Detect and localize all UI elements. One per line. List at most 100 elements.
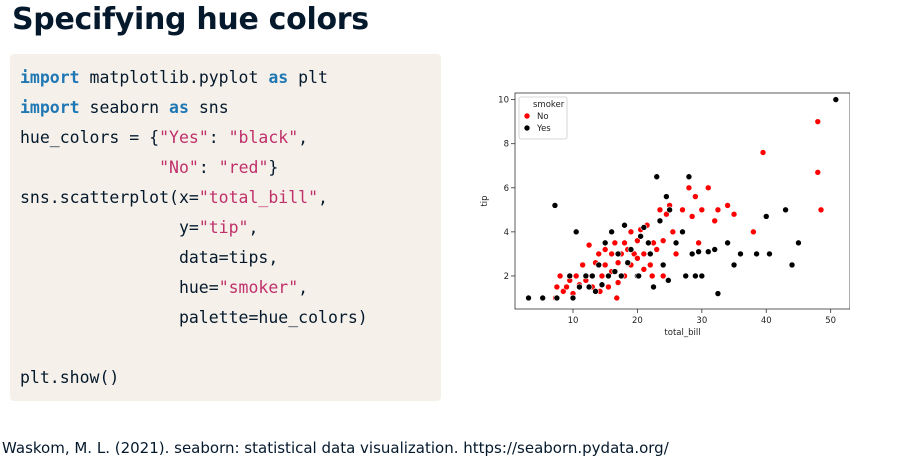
data-point-no	[704, 184, 712, 192]
data-point-yes	[737, 250, 744, 258]
data-point-yes	[695, 248, 702, 255]
data-point-yes	[539, 294, 547, 302]
data-point-no	[640, 250, 648, 258]
data-point-no	[688, 213, 696, 220]
data-point-no	[750, 228, 757, 236]
data-point-yes	[553, 294, 561, 302]
data-point-no	[579, 261, 586, 269]
data-point-yes	[679, 228, 686, 236]
code-string: "smoker"	[218, 278, 299, 297]
data-point-yes	[730, 261, 738, 269]
code-text: :	[198, 158, 219, 177]
data-point-no	[724, 202, 731, 209]
data-point-no	[608, 250, 615, 258]
data-point-yes	[589, 272, 596, 280]
y-axis-label: tip	[480, 195, 490, 206]
data-point-no	[711, 217, 719, 225]
y-tick-label: 6	[504, 184, 509, 194]
slide-title: Specifying hue colors	[12, 2, 369, 37]
data-point-yes	[665, 277, 672, 284]
data-point-yes	[788, 261, 796, 269]
data-point-yes	[672, 239, 680, 247]
code-string: "red"	[218, 158, 269, 177]
x-tick-label: 10	[568, 316, 579, 326]
data-point-yes	[617, 272, 625, 280]
data-point-no	[553, 283, 561, 291]
data-point-no	[572, 272, 580, 280]
data-point-no	[672, 250, 680, 258]
data-point-yes	[605, 272, 612, 280]
data-point-no	[685, 184, 693, 192]
x-axis-label: total_bill	[664, 328, 700, 338]
data-point-yes	[766, 250, 773, 258]
data-point-yes	[650, 283, 657, 291]
legend-marker-no	[523, 112, 531, 120]
code-line: sns.scatterplot(x="total_bill",	[20, 188, 328, 208]
data-point-yes	[611, 268, 619, 275]
data-point-no	[563, 283, 570, 291]
data-point-yes	[704, 248, 712, 255]
data-point-no	[560, 288, 567, 295]
data-point-no	[653, 246, 661, 253]
data-point-yes	[653, 173, 661, 181]
data-point-no	[556, 272, 564, 280]
data-point-no	[669, 228, 677, 236]
code-keyword: import	[20, 98, 80, 117]
code-line: hue_colors = {"Yes": "black",	[20, 128, 308, 148]
code-block: import matplotlib.pyplot as plt import se…	[10, 54, 441, 401]
code-text: matplotlib.pyplot	[79, 68, 269, 87]
data-point-yes	[608, 228, 615, 236]
scatter-plot: 10 20 30 40 50 2 4 6 8 10 total_bill tip smoker No Yes	[480, 92, 850, 338]
data-point-no	[630, 250, 638, 258]
data-point-no	[601, 246, 609, 253]
data-point-no	[634, 237, 641, 244]
data-point-no	[656, 206, 664, 214]
data-point-yes	[585, 283, 593, 291]
data-point-yes	[592, 288, 599, 295]
data-point-yes	[711, 246, 719, 253]
data-point-yes	[614, 250, 622, 258]
data-point-yes	[666, 206, 673, 214]
code-text: }	[268, 158, 279, 177]
data-point-yes	[621, 221, 628, 229]
data-point-yes	[595, 261, 603, 269]
code-line: import seaborn as sns	[20, 98, 229, 118]
data-point-yes	[645, 239, 652, 247]
code-text: hue_colors = {	[20, 128, 160, 147]
code-text: data=tips,	[20, 248, 279, 267]
code-text: ,	[248, 218, 259, 237]
code-string: "No"	[159, 158, 199, 177]
data-point-no	[611, 239, 619, 247]
x-tick-label: 20	[632, 316, 643, 326]
code-line: hue="smoker",	[20, 278, 308, 298]
legend-marker-yes	[523, 124, 531, 132]
data-point-yes	[795, 239, 802, 247]
code-line: data=tips,	[20, 248, 278, 268]
code-string: "black"	[228, 128, 299, 147]
code-text: ,	[298, 278, 309, 297]
data-point-yes	[601, 239, 609, 247]
data-point-no	[692, 193, 699, 200]
code-line: plt.show()	[20, 368, 119, 388]
code-text: plt	[288, 68, 328, 87]
data-point-yes	[572, 228, 580, 236]
data-point-yes	[762, 213, 770, 220]
legend-entry-yes: Yes	[536, 124, 551, 134]
code-text: y=	[20, 218, 199, 237]
x-tick-label: 30	[696, 316, 707, 326]
data-point-no	[730, 210, 738, 218]
code-text	[20, 158, 159, 177]
code-line: "No": "red"}	[20, 158, 278, 178]
legend-title: smoker	[533, 100, 565, 110]
data-point-no	[640, 266, 648, 273]
code-text: hue=	[20, 278, 219, 297]
data-point-yes	[782, 206, 789, 214]
data-point-yes	[551, 202, 559, 209]
code-line: import matplotlib.pyplot as plt	[20, 68, 328, 88]
data-point-yes	[627, 246, 635, 253]
code-line: y="tip",	[20, 218, 258, 238]
data-point-no	[663, 210, 670, 218]
code-text: :	[208, 128, 229, 147]
code-keyword: as	[268, 68, 289, 87]
data-point-no	[613, 294, 621, 302]
